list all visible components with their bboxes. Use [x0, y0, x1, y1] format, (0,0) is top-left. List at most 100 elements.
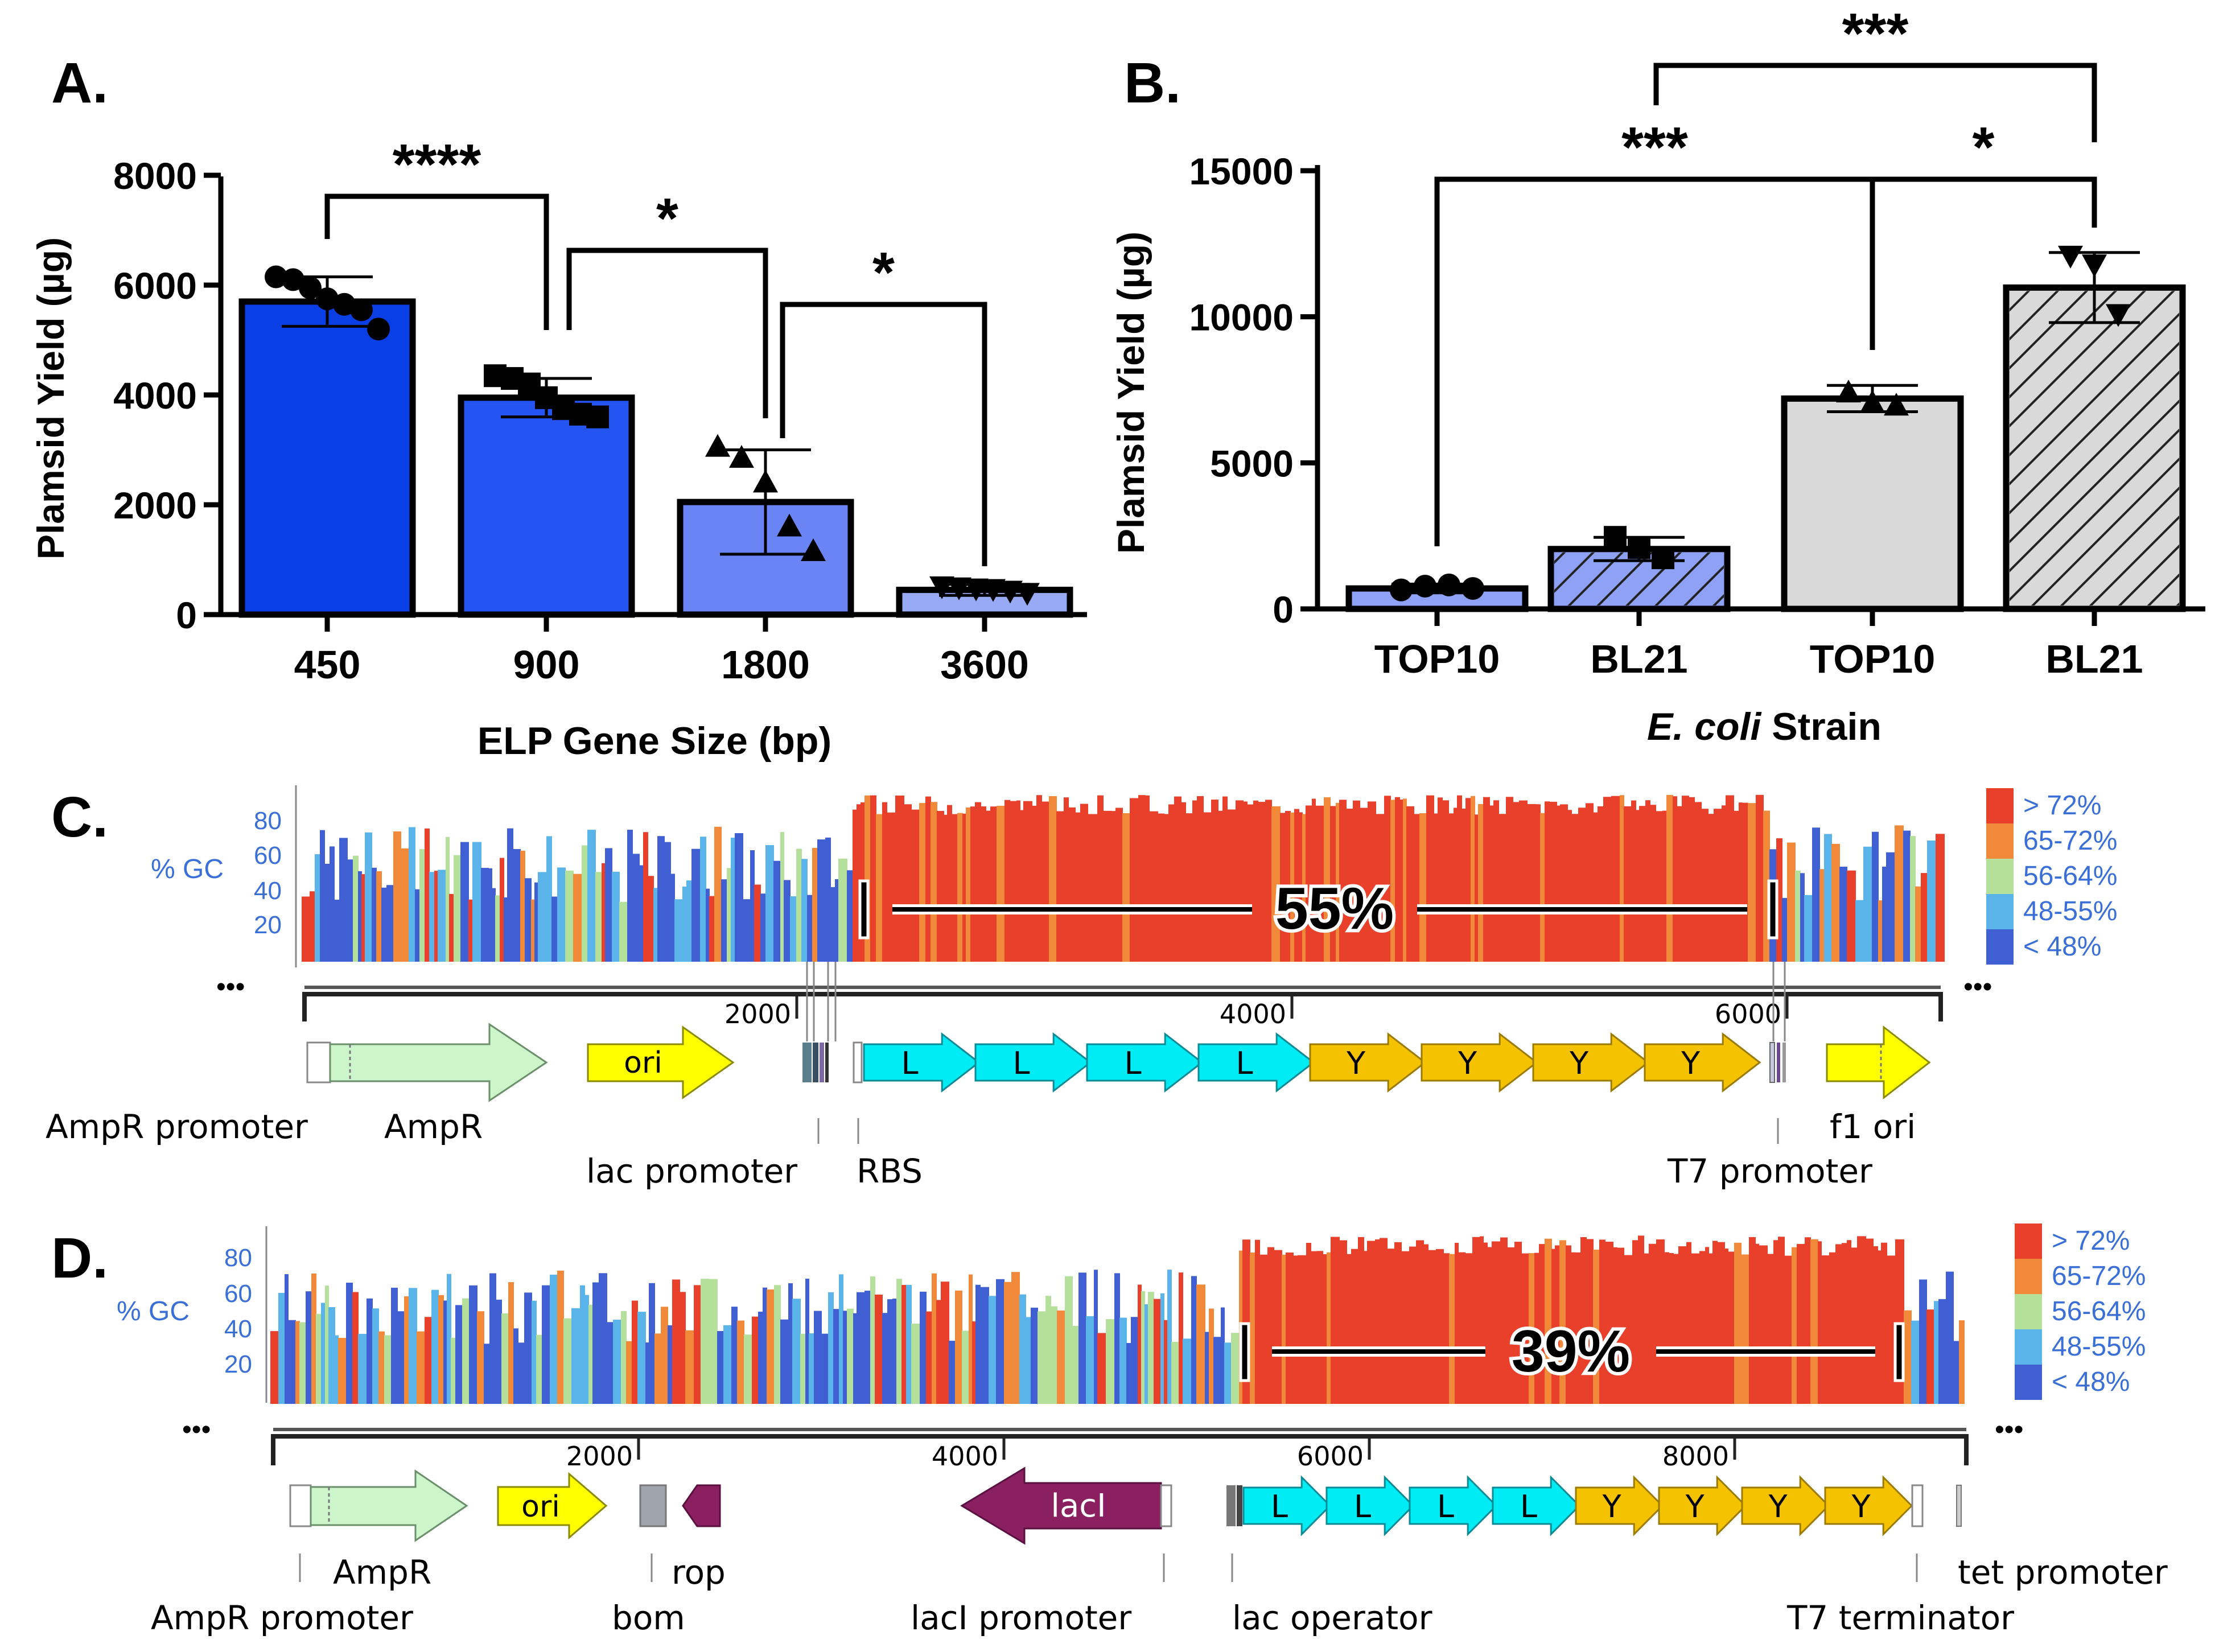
map-c-label-ampr-promoter: AmpR promoter: [46, 1107, 308, 1146]
gc-column: [972, 1321, 976, 1404]
lac-promoter-feature: [802, 1043, 829, 1082]
gc-column: [621, 1311, 627, 1404]
gc-column: [980, 1287, 989, 1404]
gc-column: [1605, 1242, 1613, 1404]
gc-column: [1032, 805, 1037, 962]
map-c-elp-repeat-label: Y: [1681, 1045, 1701, 1081]
gc-column: [814, 1311, 822, 1404]
gc-column: [1311, 1251, 1318, 1404]
gc-column: [1148, 1292, 1154, 1404]
gc-column: [1483, 1242, 1488, 1404]
gc-column: [1191, 1276, 1197, 1404]
data-point: [1390, 578, 1413, 602]
gc-column: [1926, 1309, 1934, 1404]
gc-column: [925, 796, 931, 962]
gc-column: [1280, 813, 1286, 962]
gc-column: [1521, 1253, 1529, 1404]
gc-column: [513, 849, 521, 962]
map-d-ruler-label: 8000: [1662, 1441, 1729, 1472]
gc-column: [1921, 873, 1928, 962]
gc-column: [1934, 1301, 1939, 1404]
gc-column: [760, 893, 766, 962]
gc-column: [1493, 800, 1499, 962]
gc-column: [1529, 1253, 1535, 1404]
y-tick-label: 8000: [113, 155, 197, 197]
gc-column: [1414, 814, 1420, 962]
gc-column: [1805, 1237, 1811, 1404]
gc-column: [1253, 800, 1258, 962]
gc-column: [1111, 811, 1116, 962]
gc-column: [882, 802, 887, 962]
ampr-promoter-feature-d: [289, 1484, 312, 1527]
map-d-ruler-label: 2000: [566, 1441, 633, 1472]
gc-column: [481, 868, 489, 962]
gc-column: [386, 885, 394, 962]
gc-column: [825, 837, 831, 962]
gc-column: [926, 1311, 932, 1404]
gc-column: [1036, 795, 1042, 962]
gc-column: [449, 893, 454, 962]
gc-column: [632, 1300, 638, 1404]
data-point: [1462, 577, 1484, 600]
gc-column: [1824, 834, 1832, 962]
gc-column: [532, 1300, 537, 1404]
gc-column: [1682, 796, 1689, 962]
gc-column: [1306, 805, 1312, 962]
gc-column: [1457, 795, 1462, 962]
gc-column: [550, 1274, 558, 1404]
gc-column: [1821, 1255, 1830, 1404]
gc-column: [1847, 870, 1856, 962]
gc-column: [1489, 805, 1494, 962]
map-c-gc-tick: 80: [254, 807, 282, 835]
gc-column: [1203, 812, 1212, 962]
gc-column: [1535, 804, 1541, 962]
gc-column: [501, 1313, 509, 1404]
gc-column: [1265, 800, 1272, 962]
map-c-label-t7-promoter: T7 promoter: [1667, 1152, 1872, 1190]
gc-column: [1903, 830, 1911, 962]
gc-column: [1857, 1236, 1866, 1404]
gc-column: [1119, 1317, 1127, 1404]
gc-column: [1259, 1254, 1268, 1404]
gc-column: [1551, 1249, 1555, 1404]
gc-column: [1360, 808, 1368, 962]
gc-column: [1483, 797, 1490, 962]
gc-column: [531, 899, 535, 962]
gc-column: [1946, 1271, 1954, 1404]
gc-column: [1068, 807, 1076, 962]
laci-feature-label: lacI: [1051, 1488, 1106, 1525]
gc-column: [1575, 1252, 1581, 1404]
gc-legend-c: > 72% 65-72% 56-64% 48-55% < 48%: [1986, 788, 2117, 965]
legend-swatch: [2015, 1329, 2042, 1365]
data-point: [1015, 583, 1040, 606]
gc-column: [1454, 808, 1458, 962]
gc-column: [1403, 798, 1407, 962]
gc-column: [1131, 1317, 1138, 1404]
gc-column: [1519, 800, 1528, 962]
gc-column: [592, 1282, 599, 1404]
gc-column: [1064, 797, 1069, 962]
lac-operator-feature: [1226, 1485, 1242, 1526]
gc-column: [1927, 841, 1936, 962]
map-c-elp-repeat-arrow: [1197, 1032, 1315, 1093]
gc-column: [680, 1292, 686, 1404]
gc-column: [381, 887, 387, 962]
gc-column: [1478, 804, 1484, 962]
chart-b-x-label-rest: Strain: [1761, 705, 1882, 748]
gc-column: [1406, 806, 1414, 962]
gc-column: [372, 1308, 379, 1404]
gc-column: [472, 842, 481, 962]
chart-a-y-label: Plamsid Yield (µg): [30, 237, 72, 559]
data-point: [801, 538, 826, 562]
map-c-gc-value: 55%: [1275, 876, 1394, 942]
gc-column: [419, 849, 425, 962]
gc-column: [500, 858, 504, 962]
gc-column: [1471, 796, 1475, 962]
gc-column: [1339, 800, 1347, 962]
legend-label: < 48%: [2052, 1367, 2130, 1397]
gc-column: [1312, 798, 1316, 962]
t7-promoter-feature: [1769, 1042, 1786, 1083]
gc-column: [645, 1342, 649, 1404]
panel-label-b: B.: [1124, 51, 1181, 115]
gc-column: [796, 848, 802, 962]
